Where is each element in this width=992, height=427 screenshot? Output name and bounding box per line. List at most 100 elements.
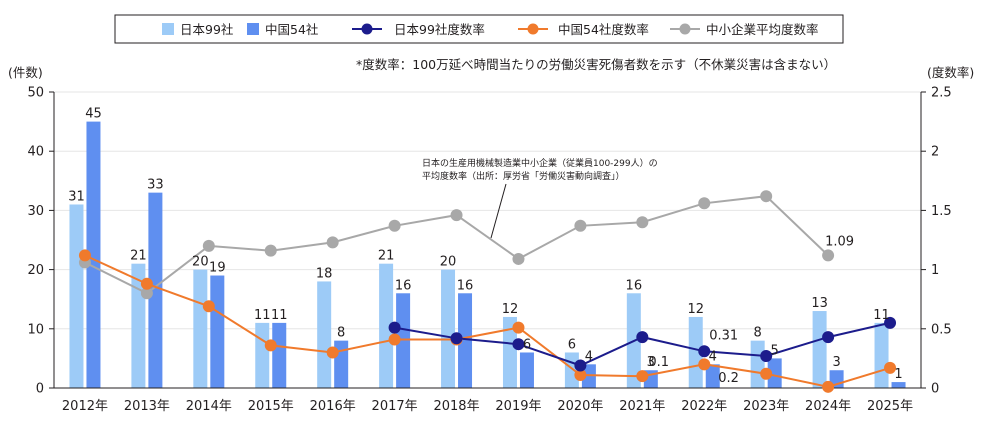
sme-rate-point <box>326 236 339 249</box>
left-tick-label: 30 <box>27 204 44 219</box>
china-bar-label: 8 <box>337 326 345 341</box>
japan-bar <box>750 340 765 388</box>
japan-rate-point <box>574 359 587 372</box>
japan-rate-point <box>760 350 773 363</box>
china-bar-label: 3 <box>832 355 840 370</box>
china-bar <box>210 275 225 388</box>
japan-bar-label: 11 <box>254 308 271 323</box>
japan-bar-label: 16 <box>626 278 643 293</box>
japan-bar <box>379 263 394 388</box>
x-tick-label: 2013年 <box>124 399 170 414</box>
china-rate-point <box>884 361 897 374</box>
left-tick-label: 40 <box>27 145 44 160</box>
legend: 日本99社 中国54社 日本99社度数率 中国54社度数率 中小企業平均度数率 <box>114 14 844 44</box>
china-bar <box>86 121 101 388</box>
japan-rate-point <box>636 331 649 344</box>
china-rate-point <box>512 321 525 334</box>
annotation-line-2: 平均度数率（出所：厚労省「労働災害動向調査」） <box>422 170 625 182</box>
axes <box>49 91 926 389</box>
china-bar <box>148 192 163 388</box>
right-tick-label: 1.5 <box>931 204 952 219</box>
legend-label-sme-rate: 中小企業平均度数率 <box>706 22 819 37</box>
china-bar-label: 3 <box>647 355 655 370</box>
japan-rate-point <box>388 321 401 334</box>
sme-rate-point <box>450 209 463 222</box>
china-rate-point <box>388 333 401 346</box>
japan-bar-label: 8 <box>754 326 762 341</box>
annotation-leader <box>490 183 507 239</box>
china-bar-label: 1 <box>894 367 902 382</box>
japan-bar <box>317 281 332 388</box>
china-bar-label: 6 <box>523 337 531 352</box>
japan-rate-point <box>450 332 463 345</box>
annotation-line-1: 日本の生産用機械製造業中小企業（従業員100-299人）の <box>422 157 658 169</box>
japan-bar-label: 11 <box>873 308 890 323</box>
japan-bar-label: 20 <box>192 255 209 270</box>
china-rate-point <box>574 368 587 381</box>
gridlines <box>54 91 921 330</box>
china-rate-point <box>822 380 835 393</box>
legend-frame <box>114 14 844 44</box>
sme-rate-point <box>202 239 215 252</box>
china-bar <box>519 352 534 388</box>
china-rate-point <box>264 339 277 352</box>
rate-definition-note: *度数率：100万延べ時間当たりの労働災害死傷者数を示す（不休業災害は含まない） <box>356 57 836 72</box>
china-bar <box>705 364 720 388</box>
legend-label-china-bar: 中国54社 <box>265 22 318 37</box>
rate-label: 0.2 <box>718 371 739 386</box>
sme-rate-point <box>760 190 773 203</box>
china-bar <box>767 358 782 388</box>
x-tick-label: 2020年 <box>557 399 603 414</box>
tick-labels: 0 10 20 30 40 50 0 0.5 1 1.5 2 2.5 2012年 2013年 2014年 20… <box>27 86 951 415</box>
sme-annotation: 日本の生産用機械製造業中小企業（従業員100-299人）の 平均度数率（出所：厚… <box>422 157 658 239</box>
china-rate-line <box>84 254 891 388</box>
japan-bar-label: 13 <box>811 296 828 311</box>
rate-label: 0.1 <box>648 355 669 370</box>
x-tick-label: 2017年 <box>372 399 418 414</box>
china-rate-point <box>140 277 153 290</box>
sme-rate-point <box>698 197 711 210</box>
japan-bar-label: 6 <box>568 337 576 352</box>
japan-bar-label: 12 <box>502 302 519 317</box>
right-tick-label: 0.5 <box>931 322 952 337</box>
x-tick-label: 2014年 <box>186 399 232 414</box>
china-bar-label: 4 <box>709 349 717 364</box>
japan-rate-point <box>822 331 835 344</box>
china-bar-label: 11 <box>271 308 288 323</box>
right-tick-label: 2.5 <box>931 86 952 101</box>
x-tick-label: 2019年 <box>495 399 541 414</box>
legend-marker-sme-rate <box>679 23 691 35</box>
x-tick-label: 2016年 <box>310 399 356 414</box>
japan-bar-label: 21 <box>130 249 147 264</box>
x-tick-label: 2018年 <box>433 399 479 414</box>
japan-bar <box>812 311 827 388</box>
legend-marker-japan-rate <box>361 23 373 35</box>
china-bar-label: 33 <box>147 178 164 193</box>
china-rate-point <box>636 370 649 383</box>
china-bar-label: 19 <box>209 261 226 276</box>
left-axis-label: (件数) <box>8 65 43 80</box>
x-tick-label: 2025年 <box>867 399 913 414</box>
x-tick-label: 2024年 <box>805 399 851 414</box>
japan-bar <box>255 322 270 388</box>
legend-label-japan-rate: 日本99社度数率 <box>394 22 485 37</box>
sme-rate-point <box>574 219 587 232</box>
x-tick-label: 2021年 <box>619 399 665 414</box>
china-bar-label: 4 <box>585 349 593 364</box>
x-tick-label: 2023年 <box>743 399 789 414</box>
sme-rate-point <box>822 249 835 262</box>
china-bar-label: 16 <box>395 278 412 293</box>
china-bar <box>396 293 411 388</box>
japan-rate-point <box>512 338 525 351</box>
sme-rate-point <box>388 219 401 232</box>
sme-rate-point <box>264 244 277 257</box>
x-tick-label: 2022年 <box>681 399 727 414</box>
japan-rate-point <box>884 316 897 329</box>
bars <box>69 121 906 388</box>
china-bar-label: 16 <box>457 278 474 293</box>
legend-swatch-japan-bar <box>162 23 174 35</box>
x-tick-label: 2012年 <box>62 399 108 414</box>
sme-rate-point <box>636 216 649 229</box>
x-tick-label: 2015年 <box>248 399 294 414</box>
left-tick-label: 10 <box>27 322 44 337</box>
